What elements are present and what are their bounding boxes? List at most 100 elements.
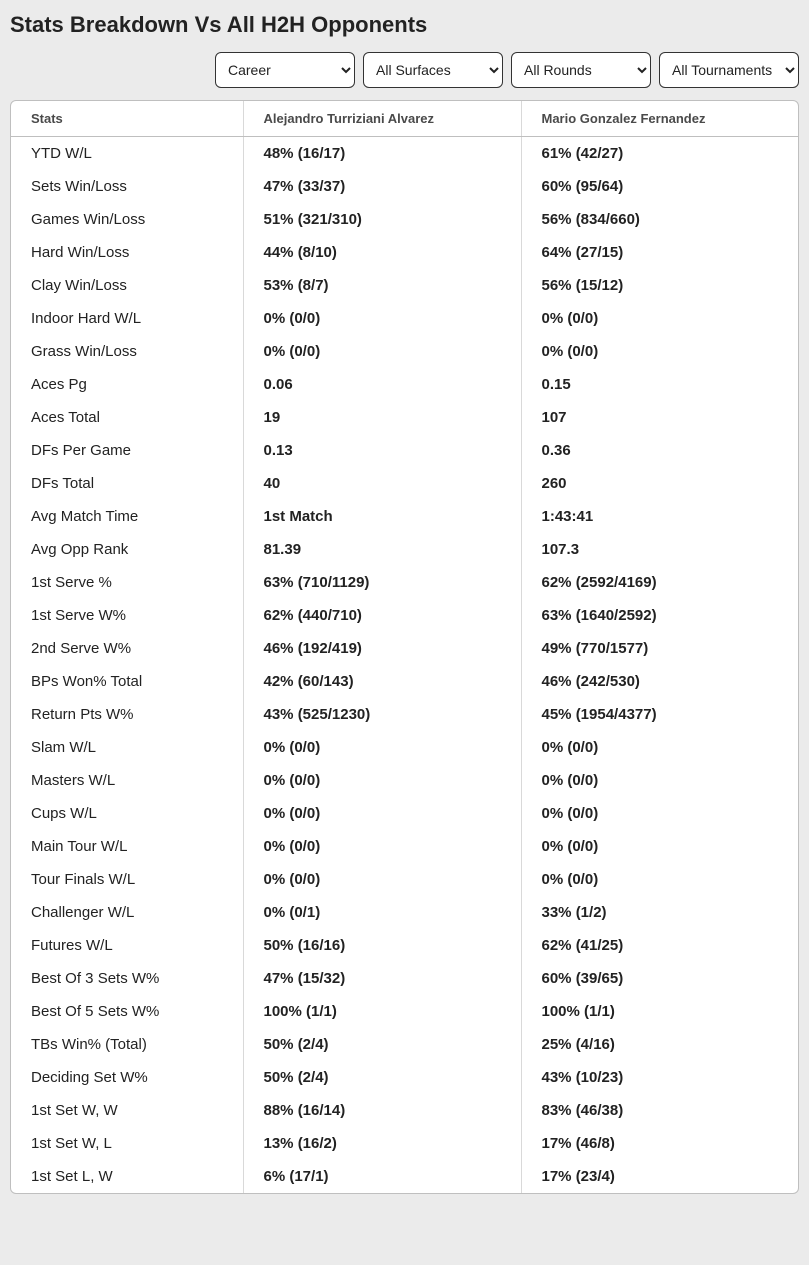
table-row: Challenger W/L0% (0/1)33% (1/2) [11,896,798,929]
player2-value: 0.36 [521,434,798,467]
player2-value: 83% (46/38) [521,1094,798,1127]
player2-value: 107 [521,401,798,434]
player2-value: 107.3 [521,533,798,566]
table-row: Return Pts W%43% (525/1230)45% (1954/437… [11,698,798,731]
page-title: Stats Breakdown Vs All H2H Opponents [10,12,799,38]
table-row: Clay Win/Loss53% (8/7)56% (15/12) [11,269,798,302]
player1-value: 62% (440/710) [243,599,521,632]
player1-value: 0% (0/0) [243,764,521,797]
player2-value: 0% (0/0) [521,731,798,764]
player1-value: 0% (0/0) [243,830,521,863]
table-row: Aces Pg0.060.15 [11,368,798,401]
stat-label: Hard Win/Loss [11,236,243,269]
filter-bar: Career All Surfaces All Rounds All Tourn… [10,52,799,88]
player1-value: 81.39 [243,533,521,566]
table-row: Indoor Hard W/L0% (0/0)0% (0/0) [11,302,798,335]
player1-value: 40 [243,467,521,500]
stat-label: Games Win/Loss [11,203,243,236]
player2-value: 60% (95/64) [521,170,798,203]
player1-value: 47% (33/37) [243,170,521,203]
player2-value: 0% (0/0) [521,863,798,896]
stat-label: Best Of 3 Sets W% [11,962,243,995]
filter-surface[interactable]: All Surfaces [363,52,503,88]
stat-label: 1st Set W, L [11,1127,243,1160]
player1-value: 0% (0/1) [243,896,521,929]
table-row: Avg Match Time1st Match1:43:41 [11,500,798,533]
table-row: Best Of 5 Sets W%100% (1/1)100% (1/1) [11,995,798,1028]
player1-value: 0% (0/0) [243,302,521,335]
player2-value: 100% (1/1) [521,995,798,1028]
table-row: 1st Serve W%62% (440/710)63% (1640/2592) [11,599,798,632]
stat-label: DFs Per Game [11,434,243,467]
filter-round[interactable]: All Rounds [511,52,651,88]
filter-tournament[interactable]: All Tournaments [659,52,799,88]
stat-label: Clay Win/Loss [11,269,243,302]
player1-value: 6% (17/1) [243,1160,521,1193]
player1-value: 42% (60/143) [243,665,521,698]
table-row: Grass Win/Loss0% (0/0)0% (0/0) [11,335,798,368]
table-row: Avg Opp Rank81.39107.3 [11,533,798,566]
player1-value: 0% (0/0) [243,797,521,830]
col-player2: Mario Gonzalez Fernandez [521,101,798,137]
player1-value: 51% (321/310) [243,203,521,236]
table-row: Games Win/Loss51% (321/310)56% (834/660) [11,203,798,236]
table-row: Cups W/L0% (0/0)0% (0/0) [11,797,798,830]
table-row: 1st Set W, W88% (16/14)83% (46/38) [11,1094,798,1127]
stats-table-container: Stats Alejandro Turriziani Alvarez Mario… [10,100,799,1194]
player2-value: 49% (770/1577) [521,632,798,665]
player2-value: 63% (1640/2592) [521,599,798,632]
table-row: Sets Win/Loss47% (33/37)60% (95/64) [11,170,798,203]
stat-label: YTD W/L [11,137,243,171]
player2-value: 62% (41/25) [521,929,798,962]
player2-value: 0% (0/0) [521,764,798,797]
stat-label: 2nd Serve W% [11,632,243,665]
player2-value: 33% (1/2) [521,896,798,929]
stat-label: Cups W/L [11,797,243,830]
player2-value: 1:43:41 [521,500,798,533]
stat-label: DFs Total [11,467,243,500]
table-row: YTD W/L48% (16/17)61% (42/27) [11,137,798,171]
player1-value: 47% (15/32) [243,962,521,995]
table-row: 1st Set L, W6% (17/1)17% (23/4) [11,1160,798,1193]
player2-value: 62% (2592/4169) [521,566,798,599]
player1-value: 50% (2/4) [243,1028,521,1061]
player2-value: 0% (0/0) [521,335,798,368]
stat-label: BPs Won% Total [11,665,243,698]
stat-label: 1st Serve W% [11,599,243,632]
player2-value: 17% (23/4) [521,1160,798,1193]
table-row: Tour Finals W/L0% (0/0)0% (0/0) [11,863,798,896]
col-player1: Alejandro Turriziani Alvarez [243,101,521,137]
player2-value: 260 [521,467,798,500]
player2-value: 0% (0/0) [521,797,798,830]
stat-label: Main Tour W/L [11,830,243,863]
player2-value: 56% (15/12) [521,269,798,302]
player1-value: 88% (16/14) [243,1094,521,1127]
table-row: 2nd Serve W%46% (192/419)49% (770/1577) [11,632,798,665]
player2-value: 61% (42/27) [521,137,798,171]
table-row: Deciding Set W%50% (2/4)43% (10/23) [11,1061,798,1094]
table-row: Best Of 3 Sets W%47% (15/32)60% (39/65) [11,962,798,995]
player1-value: 0.13 [243,434,521,467]
player1-value: 0.06 [243,368,521,401]
table-row: DFs Total40260 [11,467,798,500]
stat-label: 1st Serve % [11,566,243,599]
stat-label: Return Pts W% [11,698,243,731]
table-row: 1st Set W, L13% (16/2)17% (46/8) [11,1127,798,1160]
player2-value: 56% (834/660) [521,203,798,236]
table-row: Futures W/L50% (16/16)62% (41/25) [11,929,798,962]
table-row: BPs Won% Total42% (60/143)46% (242/530) [11,665,798,698]
player2-value: 43% (10/23) [521,1061,798,1094]
player2-value: 0% (0/0) [521,830,798,863]
stat-label: Aces Total [11,401,243,434]
player1-value: 44% (8/10) [243,236,521,269]
filter-period[interactable]: Career [215,52,355,88]
player1-value: 63% (710/1129) [243,566,521,599]
stats-table: Stats Alejandro Turriziani Alvarez Mario… [11,101,798,1193]
player2-value: 60% (39/65) [521,962,798,995]
player1-value: 48% (16/17) [243,137,521,171]
player1-value: 13% (16/2) [243,1127,521,1160]
player1-value: 50% (16/16) [243,929,521,962]
table-header-row: Stats Alejandro Turriziani Alvarez Mario… [11,101,798,137]
stat-label: Indoor Hard W/L [11,302,243,335]
stat-label: Sets Win/Loss [11,170,243,203]
